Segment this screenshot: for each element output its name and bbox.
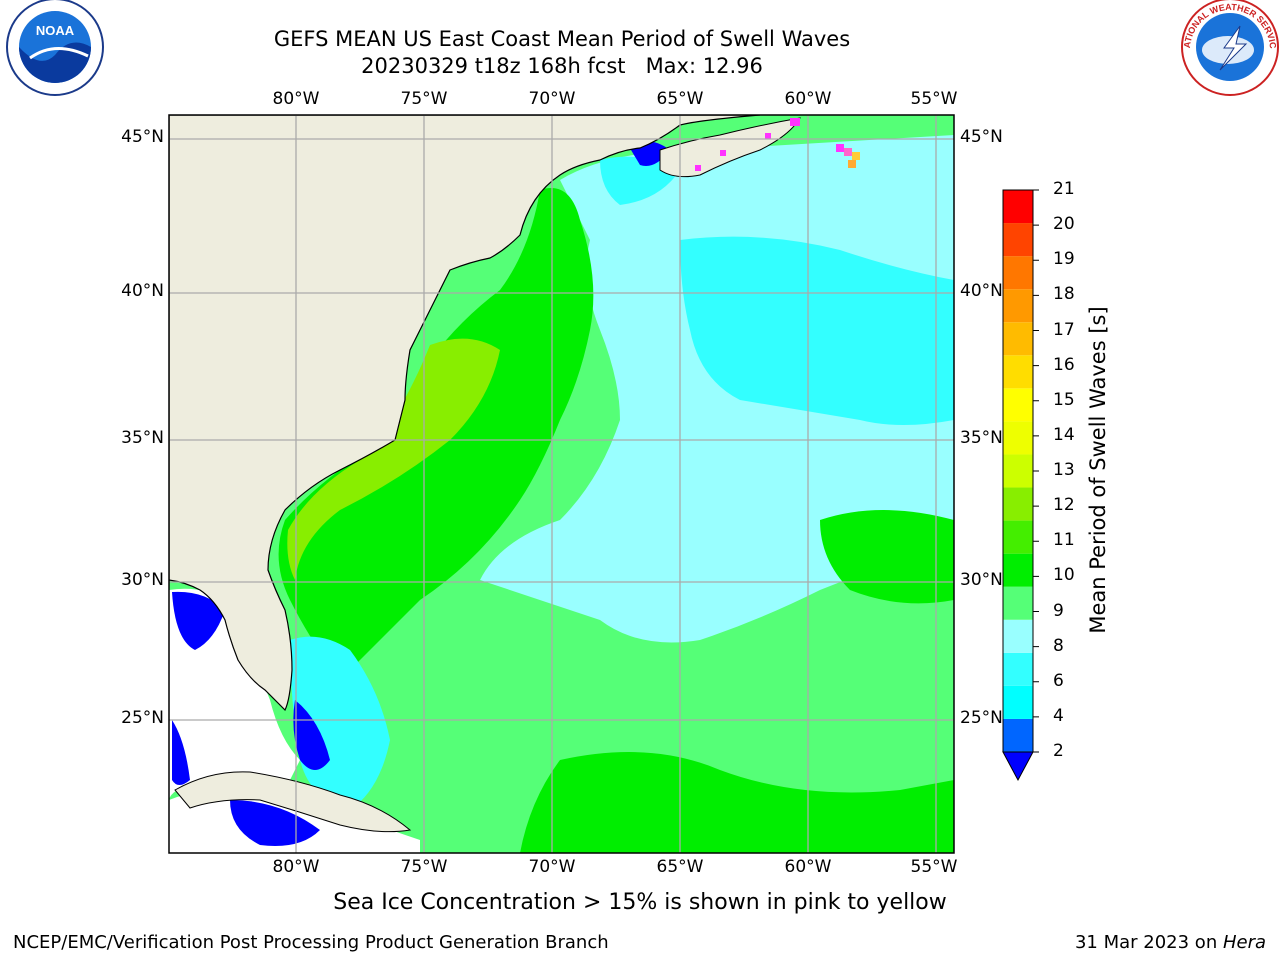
lat-label-right: 45°N	[960, 127, 1003, 147]
lon-label-bottom: 70°W	[528, 857, 576, 877]
lat-label-left: 35°N	[121, 428, 164, 448]
lon-label-top: 55°W	[910, 89, 958, 109]
colorbar-segment	[1003, 388, 1033, 422]
colorbar-tick-label: 19	[1053, 249, 1075, 270]
colorbar-segment	[1003, 685, 1033, 719]
colorbar-tick-label: 17	[1053, 319, 1075, 340]
colorbar-tick-label: 2	[1053, 741, 1064, 761]
noaa-logo: NOAA	[6, 0, 104, 96]
colorbar-segment	[1003, 223, 1033, 257]
lon-label-top: 70°W	[528, 89, 576, 109]
colorbar-tick-label: 20	[1053, 214, 1075, 235]
lat-label-right: 40°N	[960, 281, 1003, 301]
colorbar-segment	[1003, 256, 1033, 290]
colorbar	[1002, 189, 1039, 782]
map-frame	[168, 114, 955, 854]
colorbar-tick-label: 9	[1053, 600, 1064, 621]
colorbar-tick-label: 6	[1053, 670, 1064, 691]
colorbar-segment	[1003, 355, 1033, 389]
colorbar-segment	[1003, 520, 1033, 554]
sea-ice-note: Sea Ice Concentration > 15% is shown in …	[333, 890, 947, 915]
colorbar-segment	[1003, 718, 1033, 752]
lon-label-top: 65°W	[656, 89, 704, 109]
lat-label-left: 30°N	[121, 570, 164, 590]
colorbar-tick-label: 21	[1053, 179, 1075, 199]
lon-label-top: 60°W	[784, 89, 832, 109]
lat-label-left: 25°N	[121, 708, 164, 728]
colorbar-segment	[1003, 586, 1033, 620]
colorbar-segment	[1003, 454, 1033, 488]
colorbar-label: Mean Period of Swell Waves [s]	[1086, 306, 1110, 634]
footer-machine: Hera	[1222, 932, 1266, 953]
lon-label-top: 75°W	[400, 89, 448, 109]
noaa-logo-text: NOAA	[36, 23, 75, 38]
colorbar-tick-label: 15	[1053, 389, 1075, 410]
colorbar-segment	[1003, 553, 1033, 587]
colorbar-tick-label: 4	[1053, 705, 1064, 726]
gridlines	[169, 115, 954, 853]
chart-subtitle: 20230329 t18z 168h fcst Max: 12.96	[361, 54, 763, 78]
colorbar-segment	[1003, 652, 1033, 686]
chart-title: GEFS MEAN US East Coast Mean Period of S…	[273, 27, 851, 51]
lon-label-bottom: 75°W	[400, 857, 448, 877]
colorbar-tick-label: 18	[1053, 284, 1075, 305]
colorbar-segment	[1003, 289, 1033, 323]
colorbar-extend-arrow	[1002, 751, 1034, 782]
colorbar-segment	[1003, 190, 1033, 224]
colorbar-tick-label: 8	[1053, 635, 1064, 656]
footer-org: NCEP/EMC/Verification Post Processing Pr…	[13, 932, 609, 953]
colorbar-tick-label: 13	[1053, 460, 1075, 480]
colorbar-tick-label: 12	[1053, 495, 1075, 516]
lat-label-left: 40°N	[121, 281, 164, 301]
lon-label-bottom: 80°W	[272, 857, 320, 877]
lon-label-bottom: 65°W	[656, 857, 704, 877]
nws-logo: NATIONAL WEATHER SERVICE	[0, 0, 1279, 96]
colorbar-tick-label: 14	[1053, 424, 1075, 445]
footer-date-text: 31 Mar 2023 on	[1074, 932, 1223, 953]
lon-label-top: 80°W	[272, 89, 320, 109]
lat-label-right: 35°N	[960, 428, 1003, 448]
lon-label-bottom: 60°W	[784, 857, 832, 877]
lon-label-bottom: 55°W	[910, 857, 958, 877]
lat-label-right: 25°N	[960, 708, 1003, 728]
colorbar-tick-label: 11	[1053, 530, 1075, 551]
lat-label-left: 45°N	[121, 127, 164, 147]
colorbar-tick-label: 16	[1053, 354, 1075, 375]
nws-logo-text: NATIONAL WEATHER SERVICE	[0, 0, 1278, 50]
colorbar-tick-label: 10	[1053, 565, 1075, 586]
lat-label-right: 30°N	[960, 570, 1003, 590]
colorbar-segment	[1003, 421, 1033, 455]
colorbar-segment	[1003, 487, 1033, 521]
colorbar-segment	[1003, 619, 1033, 653]
map-panel	[169, 115, 954, 853]
footer-date: 31 Mar 2023 on Hera	[1075, 932, 1266, 953]
colorbar-segment	[1003, 322, 1033, 356]
